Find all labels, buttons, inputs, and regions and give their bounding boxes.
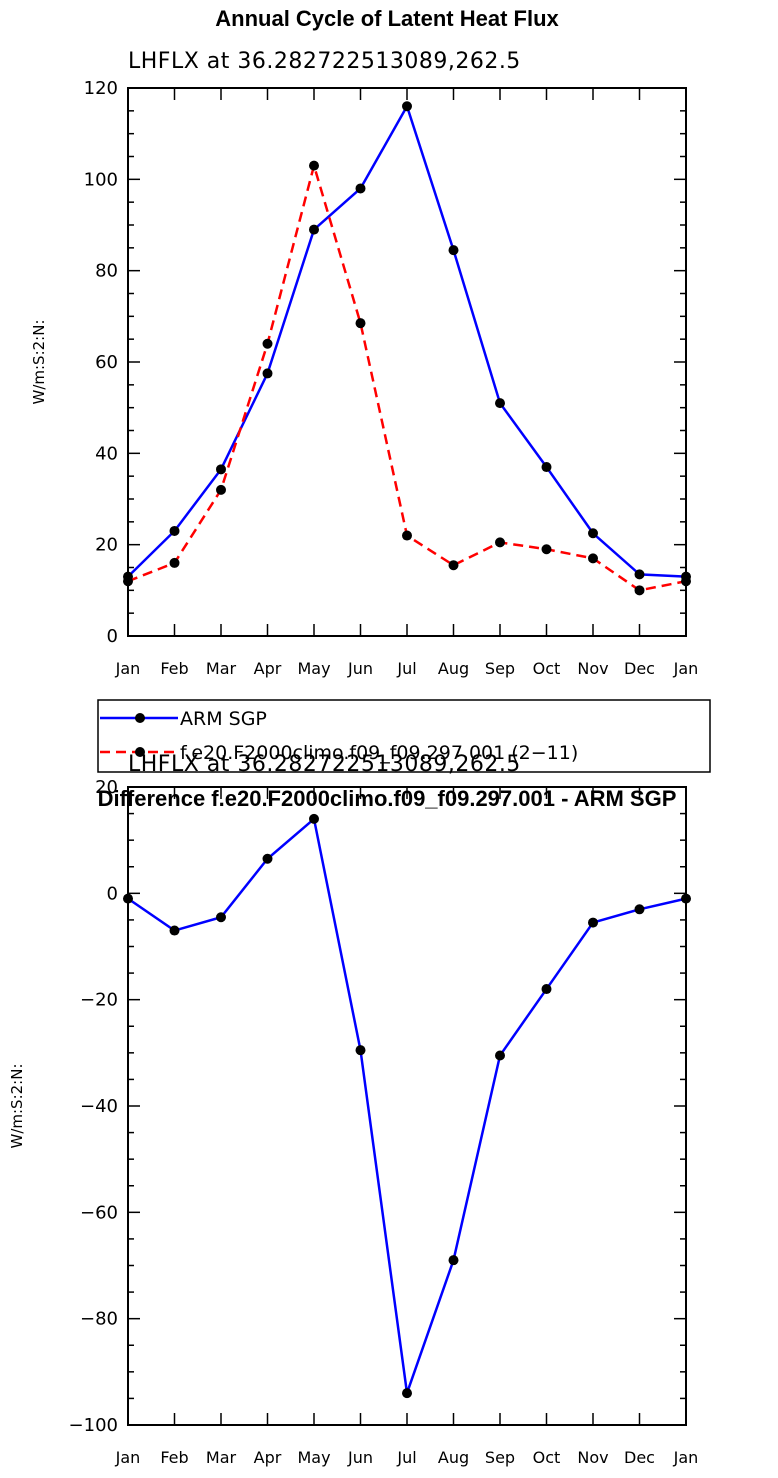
x-tick-label: Mar [206, 1448, 237, 1467]
x-tick-label: Sep [485, 659, 515, 678]
y-tick-label: −100 [69, 1415, 118, 1436]
x-tick-label: Jan [673, 1448, 699, 1467]
chart-2: Difference f.e20.F2000climo.f09_f09.297.… [8, 752, 698, 1467]
series-1-point [588, 917, 598, 928]
x-tick-label: Jun [347, 1448, 373, 1467]
series-1-point [123, 893, 133, 904]
series-1-point [309, 224, 319, 235]
x-tick-label: Nov [577, 1448, 608, 1467]
series-2-point [495, 537, 505, 548]
legend-box [97, 699, 711, 773]
x-tick-label: Oct [533, 1448, 561, 1467]
series-1-point [169, 925, 180, 936]
x-tick-label: Oct [533, 659, 561, 678]
y-tick-label: 100 [84, 169, 118, 190]
legend-marker-1 [135, 713, 145, 723]
y-tick-label: 20 [95, 777, 118, 798]
x-tick-label: Jul [396, 659, 416, 678]
series-1-point [169, 525, 180, 536]
x-tick-label: Nov [577, 659, 608, 678]
series-1-point [216, 912, 226, 923]
series-2-point [216, 484, 226, 495]
x-tick-label: Sep [485, 1448, 515, 1467]
chart-subtitle: LHFLX at 36.282722513089,262.5 [128, 49, 521, 74]
y-tick-label: 0 [107, 626, 118, 647]
chart-1: Annual Cycle of Latent Heat Flux LHFLX at… [30, 6, 711, 773]
chart-subtitle: LHFLX at 36.282722513089,262.5 [128, 752, 521, 777]
x-tick-label: Aug [438, 1448, 469, 1467]
series-2-point [355, 318, 366, 329]
series-2-point [262, 338, 273, 349]
x-tick-label: Jul [396, 1448, 416, 1467]
series-1-point [588, 528, 598, 539]
series-1-point [355, 183, 366, 194]
y-tick-label: 0 [107, 883, 118, 904]
chart-title: Annual Cycle of Latent Heat Flux [215, 6, 559, 31]
series-1-point [448, 1255, 459, 1266]
x-tick-label: Dec [624, 659, 655, 678]
series-1-point [262, 368, 273, 379]
series-1-point [262, 853, 273, 864]
series-1-point [402, 1388, 412, 1399]
x-tick-label: Aug [438, 659, 469, 678]
series-line-2 [127, 160, 687, 592]
x-tick-label: Feb [160, 659, 188, 678]
x-tick-label: Jan [115, 1448, 141, 1467]
y-tick-label: 80 [95, 261, 118, 282]
y-tick-label: −40 [80, 1096, 118, 1117]
y-axis-label: W/m:S:2:N: [30, 320, 48, 405]
series-1-point [681, 893, 691, 904]
legend-marker-2 [135, 747, 145, 757]
series-2-point [541, 544, 552, 555]
series-1-point [402, 101, 412, 112]
series-1-point [495, 1050, 505, 1061]
plot-frame [127, 87, 687, 637]
series-1-point [355, 1045, 366, 1056]
x-tick-label: Jun [347, 659, 373, 678]
x-tick-label: Jan [673, 659, 699, 678]
y-axis-label: W/m:S:2:N: [8, 1064, 26, 1149]
y-tick-label: −20 [80, 990, 118, 1011]
y-tick-label: −80 [80, 1309, 118, 1330]
series-2-point [588, 553, 598, 564]
series-1-point [309, 813, 319, 824]
series-line-1 [127, 816, 687, 1394]
series-1-point [634, 569, 645, 580]
series-2-point [681, 576, 691, 587]
x-tick-label: Jan [115, 659, 141, 678]
x-tick-label: Mar [206, 659, 237, 678]
series-1-point [634, 904, 645, 915]
series-2-point [169, 557, 180, 568]
y-tick-label: −60 [80, 1202, 118, 1223]
y-tick-label: 40 [95, 443, 118, 464]
x-tick-label: Apr [254, 1448, 282, 1467]
series-1-point [541, 462, 552, 473]
legend-label-1: ARM SGP [180, 708, 267, 730]
y-tick-label: 60 [95, 352, 118, 373]
x-tick-label: Apr [254, 659, 282, 678]
series-2-point [309, 160, 319, 171]
series-2-point [402, 530, 412, 541]
chart-title: Difference f.e20.F2000climo.f09_f09.297.… [98, 786, 677, 811]
y-tick-label: 120 [84, 78, 118, 99]
series-1-point [541, 984, 552, 995]
x-tick-label: Feb [160, 1448, 188, 1467]
y-tick-label: 20 [95, 535, 118, 556]
series-1-point [448, 245, 459, 256]
series-2-point [123, 576, 133, 587]
legend-label-2: f.e20.F2000climo.f09_f09.297.001 (2−11) [180, 742, 578, 764]
series-2-point [634, 585, 645, 596]
series-1-point [216, 464, 226, 475]
x-tick-label: May [297, 1448, 330, 1467]
plot-frame [127, 786, 687, 1426]
x-tick-label: Dec [624, 1448, 655, 1467]
series-1-point [495, 398, 505, 409]
x-tick-label: May [297, 659, 330, 678]
series-2-point [448, 560, 459, 571]
